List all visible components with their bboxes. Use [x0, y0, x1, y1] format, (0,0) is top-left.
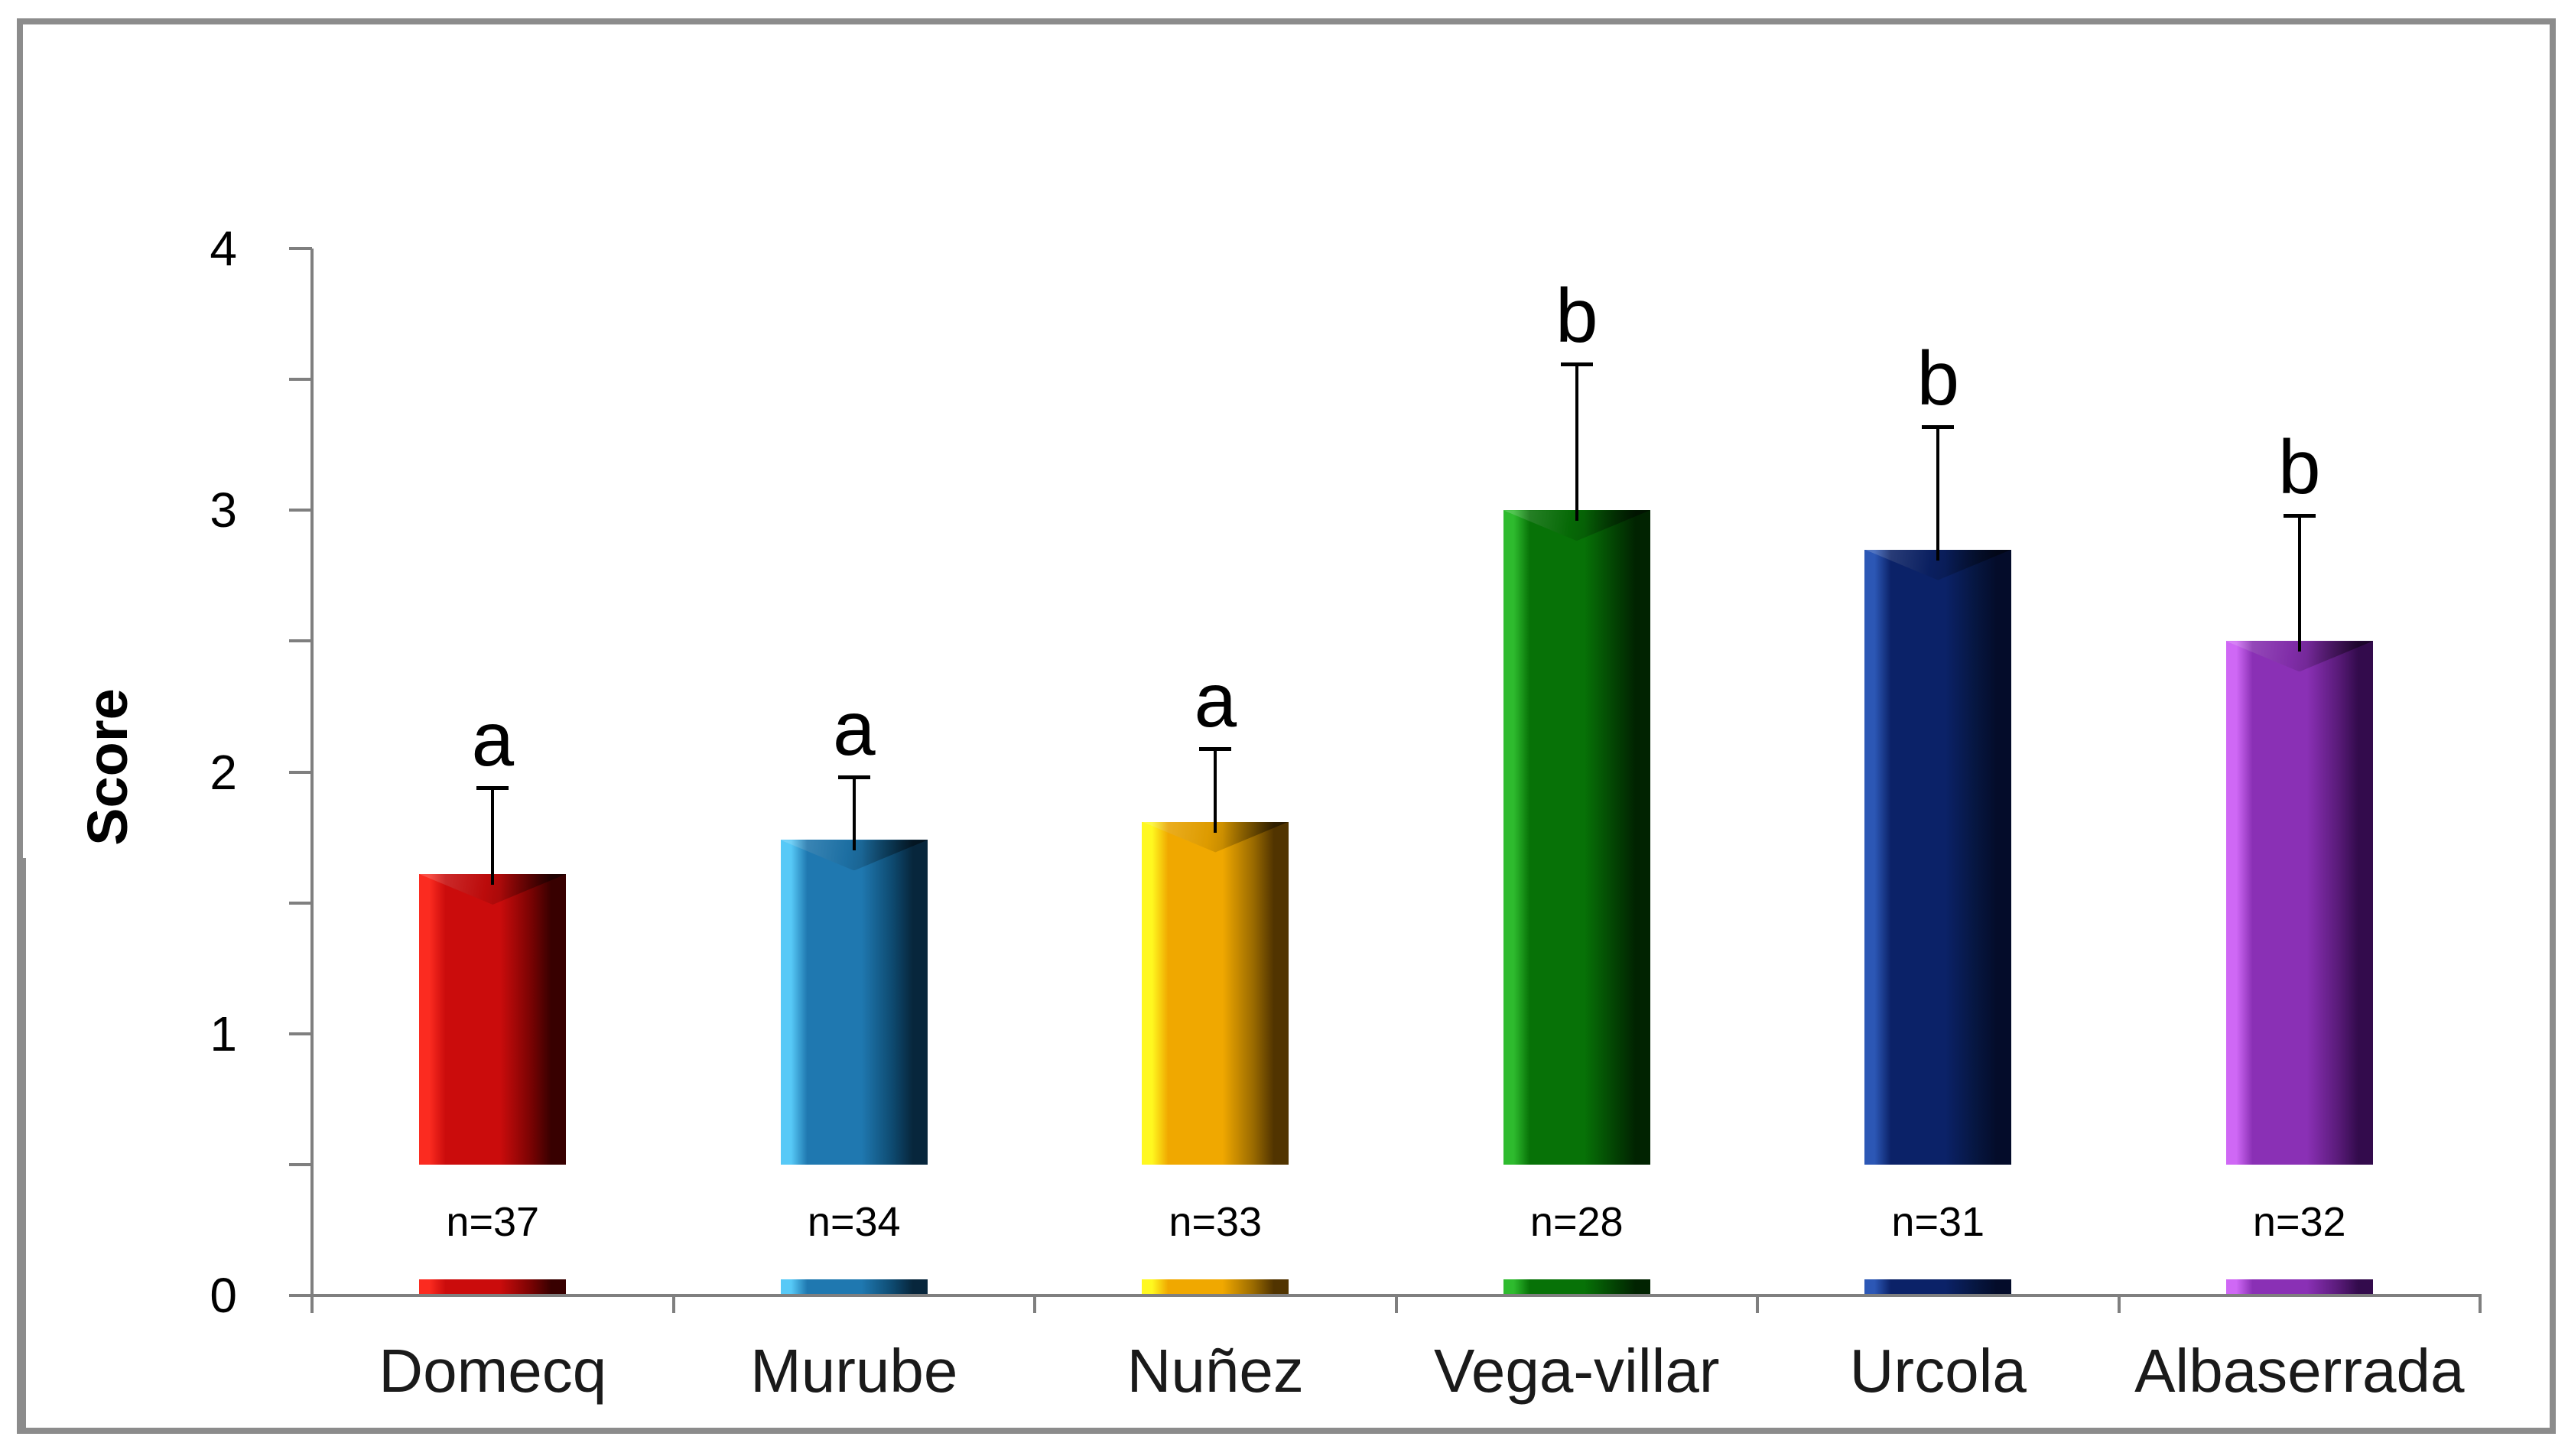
x-axis-tick — [1756, 1295, 1759, 1313]
significance-letter: a — [1194, 657, 1237, 743]
x-category-label: Nuñez — [1126, 1337, 1304, 1405]
y-axis-tick — [289, 509, 312, 512]
sample-size-label: n=34 — [807, 1199, 901, 1245]
sample-size-label: n=32 — [2252, 1199, 2346, 1245]
sample-size-label: n=28 — [1529, 1199, 1624, 1245]
sample-size-label: n=37 — [446, 1199, 540, 1245]
error-bar-line — [1214, 748, 1217, 833]
y-axis-tick-label: 3 — [210, 483, 237, 538]
x-category-label: Albaserrada — [2134, 1337, 2465, 1405]
significance-letter: a — [471, 697, 515, 783]
x-category-label: Domecq — [379, 1337, 607, 1405]
error-bar-cap — [1922, 424, 1955, 429]
error-bar-line — [852, 777, 856, 851]
error-bar-cap — [837, 775, 870, 780]
left-edge-artifact — [22, 858, 26, 1428]
sample-size-band — [324, 1165, 2478, 1279]
error-bar-line — [1936, 426, 1940, 561]
figure-border — [17, 18, 2556, 1434]
significance-letter: b — [1916, 335, 1960, 421]
sample-size-label: n=31 — [1891, 1199, 1985, 1245]
y-axis-tick — [289, 770, 312, 774]
error-bar-line — [2297, 515, 2301, 652]
x-axis-line — [289, 1294, 2482, 1297]
y-axis-tick-label: 1 — [210, 1006, 237, 1061]
x-category-label: Murube — [750, 1337, 958, 1405]
x-axis-tick — [2479, 1295, 2482, 1313]
y-axis-tick-label: 0 — [210, 1268, 237, 1323]
error-bar-cap — [476, 786, 509, 791]
significance-letter: b — [1555, 272, 1598, 359]
y-axis-tick — [289, 1162, 312, 1166]
x-axis-tick — [310, 1295, 314, 1313]
x-axis-tick — [671, 1295, 675, 1313]
y-axis-tick-label: 4 — [210, 221, 237, 276]
error-bar-cap — [1199, 746, 1232, 751]
bar-green — [1503, 510, 1650, 1295]
x-category-label: Urcola — [1849, 1337, 2027, 1405]
y-axis-tick — [289, 901, 312, 905]
y-axis-tick — [289, 247, 312, 250]
error-bar-cap — [2283, 514, 2316, 518]
y-axis-tick — [289, 1032, 312, 1035]
y-axis-tick — [289, 1294, 312, 1297]
y-axis-line — [310, 249, 314, 1313]
x-axis-tick — [2117, 1295, 2121, 1313]
sample-size-label: n=33 — [1169, 1199, 1263, 1245]
error-bar-line — [1575, 363, 1578, 522]
x-axis-tick — [1394, 1295, 1398, 1313]
y-axis-tick — [289, 639, 312, 643]
significance-letter: a — [832, 686, 876, 772]
error-bar-line — [491, 788, 495, 885]
y-axis-tick — [289, 378, 312, 382]
x-axis-tick — [1033, 1295, 1036, 1313]
y-axis-tick-label: 2 — [210, 744, 237, 800]
error-bar-cap — [1560, 362, 1593, 366]
significance-letter: b — [2277, 424, 2321, 511]
x-category-label: Vega-villar — [1433, 1337, 1720, 1405]
